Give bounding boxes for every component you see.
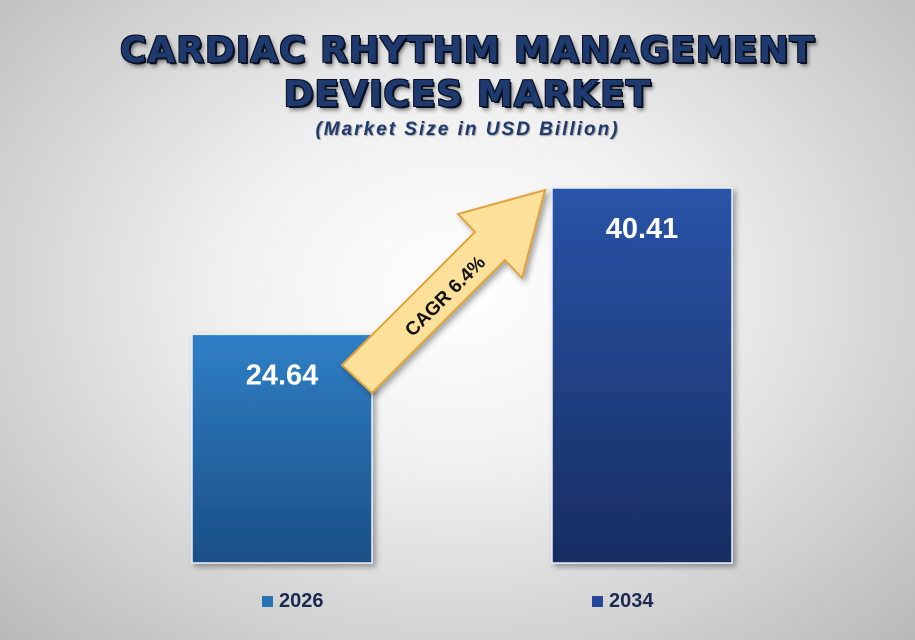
data-label-2026: 24.64	[246, 359, 319, 391]
legend-label-2034: 2034	[609, 590, 654, 612]
cagr-arrow: CAGR 6.4%	[340, 188, 547, 395]
bar-2034	[551, 187, 733, 564]
chart-title-line-2: DEVICES MARKET	[283, 74, 652, 115]
chart-subtitle: (Market Size in USD Billion)	[315, 119, 620, 140]
cagr-arrow-shape	[340, 188, 547, 395]
legend-item-2026: 2026	[262, 590, 324, 613]
data-label-2034: 40.41	[606, 213, 679, 245]
legend-swatch-2026	[262, 596, 273, 607]
chart-title-line-1: CARDIAC RHYTHM MANAGEMENT	[120, 30, 815, 71]
legend-swatch-2034	[592, 596, 603, 607]
bar-2026	[191, 333, 373, 564]
legend-item-2034: 2034	[592, 590, 654, 613]
legend-label-2026: 2026	[279, 590, 324, 612]
